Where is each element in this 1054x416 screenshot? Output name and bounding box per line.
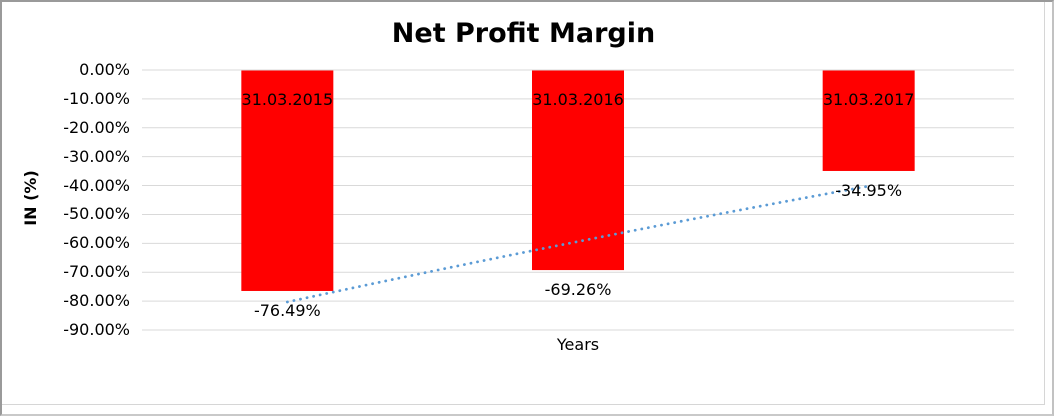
y-tick-label: -70.00% <box>63 262 130 282</box>
y-tick-label: -50.00% <box>63 204 130 224</box>
category-label: 31.03.2016 <box>532 90 624 109</box>
data-value-label: -69.26% <box>544 280 612 300</box>
x-axis-title: Years <box>556 335 600 354</box>
category-label: 31.03.2017 <box>822 90 915 109</box>
y-tick-label: -80.00% <box>63 291 130 311</box>
y-tick-label: 0.00% <box>79 60 130 79</box>
y-tick-label: -20.00% <box>63 117 130 137</box>
data-value-label: -34.95% <box>835 180 903 200</box>
y-tick-label: -30.00% <box>63 146 130 166</box>
data-value-label: -76.49% <box>253 300 321 320</box>
y-axis-title: IN (%) <box>21 170 40 226</box>
y-tick-label: -60.00% <box>63 233 130 253</box>
y-tick-label: -10.00% <box>63 88 130 108</box>
chart-title: Net Profit Margin <box>391 18 656 49</box>
y-tick-label: -40.00% <box>63 175 130 195</box>
trendline-dotted <box>285 184 871 304</box>
chart-plot-frame <box>2 2 1045 405</box>
y-tick-label: -90.00% <box>63 320 130 339</box>
bar-31.03.2015 <box>241 70 334 291</box>
bar-31.03.2017 <box>822 70 915 171</box>
category-label: 31.03.2015 <box>241 90 334 109</box>
